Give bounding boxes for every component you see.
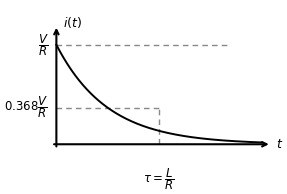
Text: $\tau = \dfrac{L}{R}$: $\tau = \dfrac{L}{R}$ xyxy=(143,166,175,192)
Text: $i(t)$: $i(t)$ xyxy=(63,15,82,30)
Text: $0.368\dfrac{V}{R}$: $0.368\dfrac{V}{R}$ xyxy=(4,95,49,120)
Text: $t$: $t$ xyxy=(276,138,283,151)
Text: $\dfrac{V}{R}$: $\dfrac{V}{R}$ xyxy=(38,32,49,58)
